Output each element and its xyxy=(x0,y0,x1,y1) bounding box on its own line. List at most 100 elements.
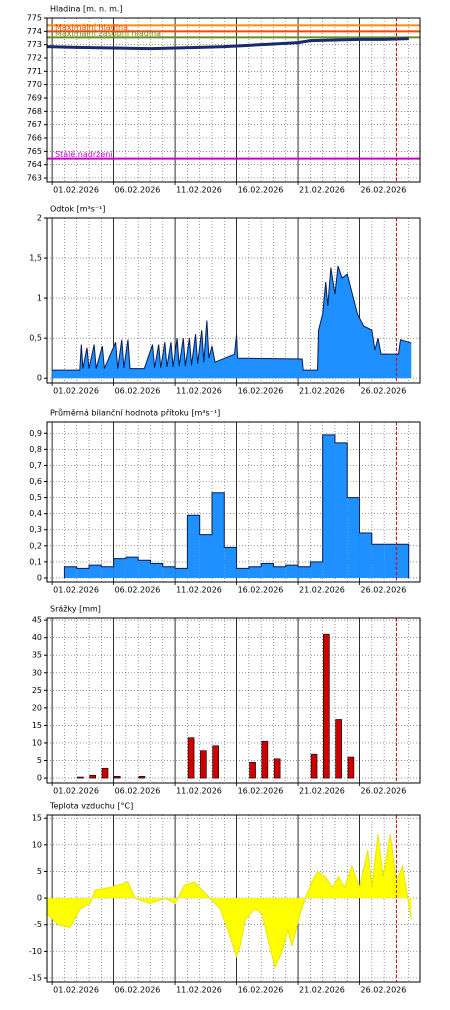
data-layer xyxy=(52,265,412,379)
step-outline xyxy=(63,434,410,578)
y-tick-label: 0,8 xyxy=(29,445,42,454)
y-tick-label: 769 xyxy=(27,94,42,103)
step-bar xyxy=(101,566,114,578)
step-bar xyxy=(125,557,139,578)
y-tick-label: 5 xyxy=(37,867,42,876)
x-tick-label: 01.02.2026 xyxy=(53,986,99,995)
y-tick-label: 773 xyxy=(27,40,42,49)
reference-label: Stálé nadržení xyxy=(55,149,113,159)
panel: Srážky [mm] 0 5 10 15 20 25 30 35 40 45 01.02.2026 0… xyxy=(32,605,421,796)
x-tick-label: 16.02.2026 xyxy=(238,986,284,995)
step-bar xyxy=(76,568,90,578)
step-bar xyxy=(224,547,237,578)
y-tick-label: 0,1 xyxy=(29,557,42,566)
x-tick-label: 11.02.2026 xyxy=(176,787,222,796)
x-tick-label: 21.02.2026 xyxy=(299,787,345,796)
y-tick-label: 0,4 xyxy=(29,509,42,518)
x-tick-label: 01.02.2026 xyxy=(53,186,99,195)
panel-title: Průměrná bilanční hodnota přítoku [m³s⁻¹… xyxy=(50,408,220,418)
x-tick-label: 26.02.2026 xyxy=(361,586,407,595)
bar xyxy=(138,776,146,779)
y-tick-label: 763 xyxy=(27,174,42,183)
x-tick-label: 26.02.2026 xyxy=(361,787,407,796)
bar xyxy=(187,737,195,779)
panel: Hladina [m. n. m.] 763 764 765 766 767 768 769 7… xyxy=(27,5,421,195)
bar xyxy=(212,745,219,779)
step-bar xyxy=(138,560,151,578)
y-tick-label: 20 xyxy=(32,703,42,712)
y-tick-label: 765 xyxy=(27,147,42,156)
x-tick-label: 06.02.2026 xyxy=(115,986,161,995)
x-tick-label: 21.02.2026 xyxy=(299,586,345,595)
y-tick-label: 766 xyxy=(27,134,42,143)
reference-label: Maximální zásobní hladina xyxy=(55,29,161,38)
bar xyxy=(347,756,355,779)
panel-title: Hladina [m. n. m.] xyxy=(50,5,123,14)
bar xyxy=(77,776,84,779)
step-bar xyxy=(261,563,274,578)
x-tick-label: 06.02.2026 xyxy=(115,387,161,396)
step-bar xyxy=(89,565,102,578)
step-bar xyxy=(113,558,126,578)
y-tick-label: 0 xyxy=(37,374,42,383)
plot-frame xyxy=(46,617,421,784)
panel: Teplota vzduchu [°C] -15 -10 -5 0 5 10 15 01.02.… xyxy=(29,802,421,995)
y-tick-label: 2 xyxy=(37,214,42,223)
bar xyxy=(273,758,281,779)
y-tick-label: 0 xyxy=(37,573,42,582)
y-tick-label: 768 xyxy=(27,107,42,116)
step-bar xyxy=(371,544,385,578)
x-tick-label: 16.02.2026 xyxy=(238,186,284,195)
y-tick-label: 0,9 xyxy=(29,429,42,438)
panel-title: Teplota vzduchu [°C] xyxy=(49,802,133,811)
step-bar xyxy=(199,534,212,578)
y-tick-label: 35 xyxy=(32,651,42,660)
x-tick-label: 11.02.2026 xyxy=(176,586,222,595)
x-tick-label: 01.02.2026 xyxy=(53,787,99,796)
area-outline xyxy=(47,834,412,969)
area xyxy=(52,266,412,379)
x-tick-label: 16.02.2026 xyxy=(238,787,284,796)
step-bar xyxy=(273,566,286,578)
x-tick-label: 11.02.2026 xyxy=(176,387,222,396)
bar xyxy=(200,750,207,779)
step-bar xyxy=(285,565,299,578)
plot-frame xyxy=(46,814,421,983)
step-bar xyxy=(187,515,200,578)
y-tick-label: 1,5 xyxy=(29,254,42,263)
x-tick-label: 21.02.2026 xyxy=(299,387,345,396)
reference-label: Maximální hladina xyxy=(55,23,128,32)
x-tick-label: 26.02.2026 xyxy=(361,387,407,396)
x-tick-label: 26.02.2026 xyxy=(361,186,407,195)
bar xyxy=(310,753,318,779)
y-tick-label: 772 xyxy=(27,54,42,63)
area-outline xyxy=(52,265,412,371)
x-tick-label: 11.02.2026 xyxy=(176,186,222,195)
y-tick-label: 15 xyxy=(32,721,42,730)
step-bar xyxy=(310,561,323,578)
bar xyxy=(249,761,256,779)
y-tick-label: 10 xyxy=(32,738,42,747)
step-bar xyxy=(211,492,225,578)
y-tick-label: 767 xyxy=(27,120,42,129)
x-tick-label: 21.02.2026 xyxy=(299,186,345,195)
data-layer xyxy=(47,834,412,969)
y-tick-label: 770 xyxy=(27,80,42,89)
y-tick-label: 30 xyxy=(32,668,42,677)
y-tick-label: 771 xyxy=(27,67,42,76)
y-tick-label: 25 xyxy=(32,686,42,695)
y-tick-label: -15 xyxy=(29,974,42,983)
y-tick-label: 775 xyxy=(27,14,42,23)
x-tick-label: 01.02.2026 xyxy=(53,586,99,595)
x-tick-label: 26.02.2026 xyxy=(361,986,407,995)
y-tick-label: 0,5 xyxy=(29,334,42,343)
panel: Průměrná bilanční hodnota přítoku [m³s⁻¹… xyxy=(29,408,421,595)
x-tick-label: 06.02.2026 xyxy=(115,586,161,595)
y-tick-label: 45 xyxy=(32,616,42,625)
panel-title: Odtok [m³s⁻¹] xyxy=(50,205,105,214)
y-tick-label: 10 xyxy=(32,840,42,849)
x-tick-label: 21.02.2026 xyxy=(299,986,345,995)
step-bar xyxy=(162,566,176,578)
step-bar xyxy=(384,544,397,578)
